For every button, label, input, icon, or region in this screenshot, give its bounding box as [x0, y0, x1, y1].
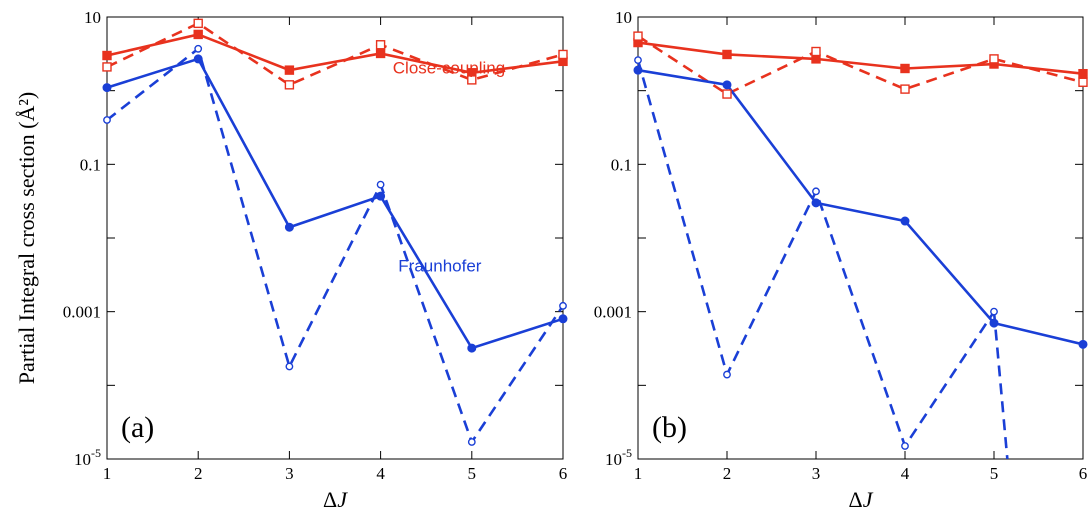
- close_coupling-marker: [467, 75, 477, 85]
- x-tick-label: 3: [285, 464, 294, 483]
- fraunhofer-marker: [812, 187, 820, 196]
- y-axis-title: Partial Integral cross section (Å²): [14, 92, 39, 385]
- close_coupling-line: [638, 41, 1083, 75]
- close_coupling-marker: [989, 54, 999, 64]
- fraunhofer-marker: [558, 314, 568, 324]
- fraunhofer-line: [107, 57, 563, 350]
- fraunhofer-marker: [102, 83, 112, 93]
- close_coupling-marker: [284, 80, 295, 90]
- fraunhofer-marker: [193, 54, 203, 64]
- panel-a: 1 2 3 4 5 6 10 0.1 0.001 10-5 ΔJ Close-coupling Frau…: [63, 8, 568, 512]
- fraunhofer-marker: [376, 180, 385, 189]
- panel-b: 1 2 3 4 5 6 10 0.1 0.001 10-5 ΔJ (b): [594, 8, 1088, 512]
- fraunhofer-marker: [811, 198, 821, 208]
- fraunhofer-marker: [633, 65, 643, 75]
- x-tick-label: 6: [559, 464, 568, 483]
- close_coupling-marker: [102, 50, 112, 61]
- y-tick-label: 0.001: [63, 303, 101, 322]
- x-axis-title: ΔJ: [849, 487, 874, 512]
- fraunhofer-marker: [194, 44, 203, 53]
- fraunhofer-marker: [634, 56, 642, 64]
- x-tick-label: 4: [376, 464, 385, 483]
- y-tick-label: 10: [84, 8, 101, 27]
- fraunhofer-marker: [1078, 339, 1088, 349]
- x-tick-label: 3: [812, 464, 821, 483]
- x-tick-label: 6: [1079, 464, 1088, 483]
- y-tick-label: 0.1: [80, 155, 101, 174]
- close_coupling-marker: [722, 49, 732, 60]
- x-tick-label: 4: [901, 464, 910, 483]
- y-tick-label: 10-5: [74, 446, 101, 469]
- close_coupling-marker: [900, 84, 910, 94]
- series-layer: [107, 21, 563, 445]
- fraunhofer-marker: [901, 442, 909, 450]
- series-annotation: Fraunhofer: [398, 257, 481, 276]
- fraunhofer-marker: [376, 191, 386, 201]
- fraunhofer-line: [107, 46, 563, 445]
- fraunhofer-marker: [467, 343, 477, 353]
- fraunhofer-marker: [900, 216, 910, 226]
- plot-frame: [106, 16, 564, 460]
- x-tick-label: 5: [990, 464, 999, 483]
- close_coupling-marker: [722, 89, 732, 99]
- fraunhofer-marker: [990, 307, 998, 316]
- close_coupling-marker: [193, 18, 203, 29]
- fraunhofer-line: [638, 68, 1083, 346]
- fraunhofer-marker: [284, 222, 294, 232]
- close_coupling-line: [638, 35, 1083, 96]
- close_coupling-marker: [900, 63, 910, 74]
- close_coupling-marker: [633, 31, 643, 41]
- series-annotation: Close-coupling: [393, 59, 505, 78]
- close_coupling-line: [107, 33, 563, 75]
- y-tick-label: 10-5: [605, 446, 632, 469]
- close_coupling-marker: [102, 62, 112, 72]
- panel-label: (b): [652, 411, 687, 444]
- x-tick-label: 1: [103, 464, 112, 483]
- close_coupling-line: [107, 21, 563, 87]
- fraunhofer-tail-line: [992, 311, 1009, 459]
- close_coupling-marker: [558, 49, 568, 60]
- close_coupling-marker: [375, 40, 386, 50]
- y-tick-label: 0.001: [594, 303, 632, 322]
- x-axis-title: ΔJ: [323, 487, 348, 512]
- y-tick-label: 10: [615, 8, 632, 27]
- x-tick-label: 1: [634, 464, 643, 483]
- series-layer: [638, 35, 1083, 459]
- close_coupling-marker: [1078, 77, 1088, 87]
- plot-frame: [637, 16, 1084, 460]
- close_coupling-marker: [811, 46, 821, 57]
- close_coupling-marker: [284, 65, 295, 75]
- x-tick-label: 2: [194, 464, 203, 483]
- close_coupling-marker: [193, 29, 203, 40]
- fraunhofer-marker: [989, 318, 999, 328]
- fraunhofer-marker: [559, 301, 567, 310]
- x-tick-label: 2: [723, 464, 732, 483]
- close_coupling-marker: [375, 48, 386, 59]
- fraunhofer-marker: [722, 80, 732, 90]
- close_coupling-marker: [1078, 68, 1088, 79]
- y-tick-label: 0.1: [611, 155, 632, 174]
- fraunhofer-marker: [285, 362, 294, 371]
- fraunhofer-marker: [103, 116, 111, 124]
- panel-label: (a): [121, 411, 154, 444]
- x-tick-label: 5: [468, 464, 477, 483]
- fraunhofer-line: [638, 59, 996, 449]
- fraunhofer-marker: [723, 370, 731, 379]
- fraunhofer-marker: [467, 438, 476, 446]
